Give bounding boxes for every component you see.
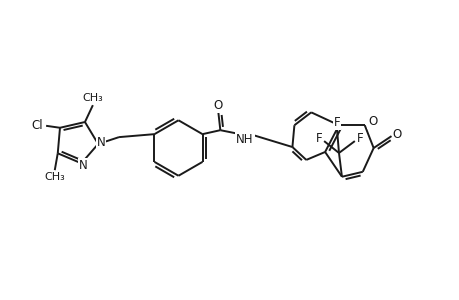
Text: CH₃: CH₃ <box>45 172 65 182</box>
Text: N: N <box>96 136 105 149</box>
Text: O: O <box>213 99 223 112</box>
Text: N: N <box>79 159 88 172</box>
Text: F: F <box>333 116 340 129</box>
Text: F: F <box>356 132 362 145</box>
Text: F: F <box>315 132 322 145</box>
Text: Cl: Cl <box>31 119 43 132</box>
Text: NH: NH <box>236 133 253 146</box>
Text: O: O <box>392 128 401 141</box>
Text: O: O <box>367 115 376 128</box>
Text: CH₃: CH₃ <box>82 93 103 103</box>
